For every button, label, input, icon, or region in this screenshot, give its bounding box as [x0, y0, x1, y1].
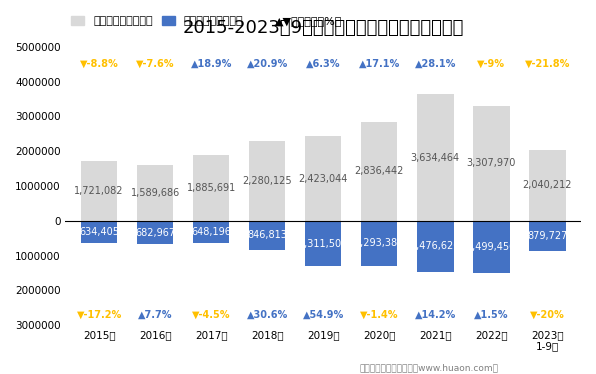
Bar	[137, 221, 173, 245]
Bar	[529, 221, 566, 251]
Text: 制图：华经产业研究院（www.huaon.com）: 制图：华经产业研究院（www.huaon.com）	[359, 363, 499, 372]
Text: ▼-21.8%: ▼-21.8%	[524, 58, 570, 68]
Title: 2015-2023年9月重庆西永综合保税区进、出口额: 2015-2023年9月重庆西永综合保税区进、出口额	[182, 19, 464, 37]
Bar	[81, 221, 117, 243]
Bar	[137, 165, 173, 221]
Text: 2,040,212: 2,040,212	[523, 180, 572, 190]
Text: ▼-20%: ▼-20%	[530, 310, 565, 320]
Bar	[81, 161, 117, 221]
Text: ▲18.9%: ▲18.9%	[191, 58, 232, 68]
Text: ▲54.9%: ▲54.9%	[303, 310, 344, 320]
Legend: 出口总额（万美元）, 进口总额（万美元）, ▲▼同比增速（%）: 出口总额（万美元）, 进口总额（万美元）, ▲▼同比增速（%）	[71, 16, 342, 27]
Bar	[417, 221, 454, 272]
Text: ▲7.7%: ▲7.7%	[138, 310, 172, 320]
Text: ▼-8.8%: ▼-8.8%	[80, 58, 119, 68]
Text: ▼-17.2%: ▼-17.2%	[76, 310, 122, 320]
Text: ▲6.3%: ▲6.3%	[306, 58, 340, 68]
Bar	[473, 106, 510, 221]
Text: ▲28.1%: ▲28.1%	[415, 58, 456, 68]
Text: 1,293,384: 1,293,384	[355, 238, 404, 248]
Text: 1,476,620: 1,476,620	[411, 241, 460, 251]
Text: ▲17.1%: ▲17.1%	[359, 58, 400, 68]
Text: 1,499,456: 1,499,456	[467, 242, 516, 252]
Text: ▲30.6%: ▲30.6%	[247, 310, 288, 320]
Text: ▼-4.5%: ▼-4.5%	[192, 310, 231, 320]
Bar	[473, 221, 510, 273]
Text: ▲14.2%: ▲14.2%	[415, 310, 456, 320]
Text: ▲1.5%: ▲1.5%	[474, 310, 508, 320]
Text: ▼-1.4%: ▼-1.4%	[360, 310, 399, 320]
Bar	[361, 221, 398, 266]
Text: ▼-9%: ▼-9%	[477, 58, 505, 68]
Bar	[249, 221, 285, 250]
Text: 1,885,691: 1,885,691	[187, 183, 236, 193]
Bar	[305, 137, 342, 221]
Text: ▼-7.6%: ▼-7.6%	[136, 58, 175, 68]
Text: 2,423,044: 2,423,044	[299, 174, 348, 184]
Text: 879,727: 879,727	[527, 231, 567, 241]
Text: ▲20.9%: ▲20.9%	[247, 58, 288, 68]
Bar	[305, 221, 342, 266]
Text: 634,405: 634,405	[79, 227, 119, 237]
Bar	[529, 150, 566, 221]
Text: 1,589,686: 1,589,686	[131, 188, 180, 198]
Text: 1,721,082: 1,721,082	[74, 186, 124, 196]
Text: 3,307,970: 3,307,970	[467, 158, 516, 168]
Text: 846,813: 846,813	[247, 230, 287, 240]
Bar	[361, 122, 398, 221]
Text: 2,836,442: 2,836,442	[355, 166, 404, 177]
Text: 682,967: 682,967	[135, 228, 175, 237]
Bar	[193, 155, 229, 221]
Text: 2,280,125: 2,280,125	[243, 176, 292, 186]
Bar	[249, 141, 285, 221]
Text: 1,311,507: 1,311,507	[299, 239, 348, 249]
Bar	[417, 94, 454, 221]
Text: 3,634,464: 3,634,464	[411, 153, 460, 163]
Bar	[193, 221, 229, 243]
Text: 648,196: 648,196	[191, 227, 231, 237]
